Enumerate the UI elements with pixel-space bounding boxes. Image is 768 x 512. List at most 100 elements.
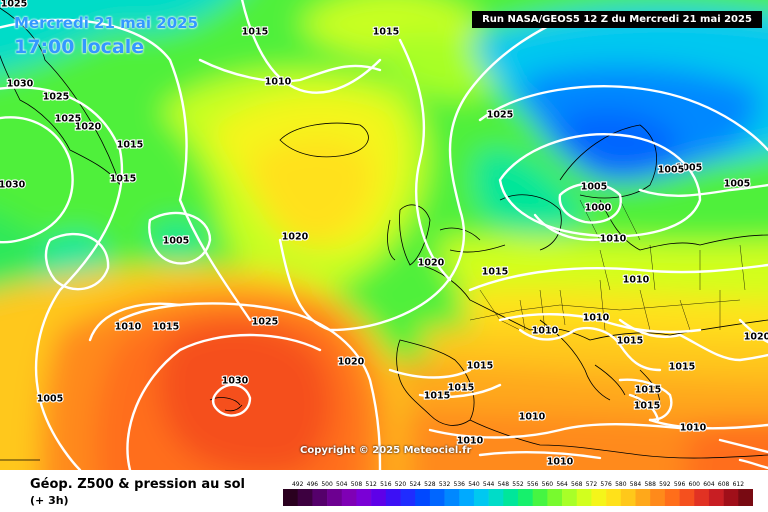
isobar-label: 1010: [583, 313, 610, 324]
isobar-label: 1010: [115, 322, 142, 333]
legend-tick-label: 508: [351, 481, 363, 488]
isobar-lines: [0, 0, 768, 470]
legend-swatch: [679, 489, 695, 506]
legend-swatch: [606, 489, 622, 506]
legend-swatch: [591, 489, 607, 506]
isobar-label: 1015: [635, 385, 661, 396]
isobar-label: 1020: [282, 232, 309, 243]
legend-swatch: [532, 489, 548, 506]
legend-tick-label: 568: [571, 481, 583, 488]
legend-swatch: [312, 489, 328, 506]
isobar-label: 1010: [457, 436, 484, 447]
isobar-label: 1000: [585, 203, 612, 214]
legend-swatch: [503, 489, 519, 506]
isobar-label: 1030: [7, 79, 34, 90]
legend-tick-label: 544: [483, 481, 495, 488]
isobar-label: 1015: [117, 140, 143, 151]
isobar-label: 1030: [222, 376, 249, 387]
legend-tick-label: 496: [307, 481, 319, 488]
isobar-label: 1010: [600, 234, 627, 245]
legend-tick-label: 528: [424, 481, 436, 488]
isobar-label: 1015: [448, 383, 474, 394]
legend-swatch: [429, 489, 445, 506]
legend-tick-label: 512: [365, 481, 377, 488]
legend-swatch: [327, 489, 343, 506]
legend-tick-label: 492: [292, 481, 304, 488]
isobar-label: 1005: [37, 394, 63, 405]
date-title: Mercredi 21 mai 2025: [14, 14, 199, 32]
legend-swatch: [400, 489, 416, 506]
isobar-label: 1010: [547, 457, 574, 468]
legend-tick-label: 608: [718, 481, 730, 488]
isobar-label: 1005: [581, 182, 607, 193]
legend-swatch: [723, 489, 739, 506]
legend-tick-label: 552: [512, 481, 524, 488]
isobar-label: 1025: [252, 317, 278, 328]
legend-swatch: [620, 489, 636, 506]
legend-tick-label: 600: [689, 481, 701, 488]
isobar-label: 1025: [43, 92, 69, 103]
legend-tick-label: 536: [454, 481, 466, 488]
legend-swatch: [371, 489, 387, 506]
legend-swatch: [738, 489, 753, 506]
forecast-step: (+ 3h): [30, 494, 69, 507]
legend-tick-label: 584: [630, 481, 642, 488]
legend-tick-label: 580: [615, 481, 627, 488]
isobar-label: 1015: [110, 174, 136, 185]
isobar-label: 1015: [634, 401, 660, 412]
legend-tick-label: 556: [527, 481, 539, 488]
legend-tick-label: 540: [468, 481, 480, 488]
color-scale-legend: 492 496 500 504 508 512 516 520 524 528 532 536 540 5…: [283, 481, 753, 506]
legend-tick-label: 596: [674, 481, 686, 488]
legend-swatch: [356, 489, 372, 506]
isobar-label: 1015: [669, 362, 695, 373]
legend-swatch: [562, 489, 578, 506]
legend-swatch: [283, 489, 298, 506]
isobar-label: 1005: [658, 165, 684, 176]
isobar-label: 1010: [519, 412, 546, 423]
legend-swatch: [708, 489, 724, 506]
legend-swatch: [664, 489, 680, 506]
legend-swatch: [694, 489, 710, 506]
legend-tick-label: 500: [321, 481, 333, 488]
run-info-banner: Run NASA/GEOS5 12 Z du Mercredi 21 mai 2…: [472, 11, 762, 28]
legend-swatch: [297, 489, 313, 506]
isobar-label: 1010: [680, 423, 707, 434]
isobar-label: 1010: [623, 275, 650, 286]
isobar-label: 1015: [153, 322, 179, 333]
geopotential-field: [0, 0, 768, 470]
legend-tick-label: 612: [733, 481, 745, 488]
legend-swatch: [650, 489, 666, 506]
isobar-label: 1020: [418, 258, 445, 269]
legend-tick-label: 516: [380, 481, 392, 488]
legend-tick-label: 560: [542, 481, 554, 488]
legend-swatch: [341, 489, 357, 506]
isobar-label: 1025: [55, 114, 81, 125]
legend-swatch: [547, 489, 563, 506]
legend-tick-label: 520: [395, 481, 407, 488]
legend-swatch: [576, 489, 592, 506]
legend-tick-label: 564: [556, 481, 568, 488]
isobar-label: 1010: [265, 77, 292, 88]
isobar-label: 1020: [75, 122, 102, 133]
isobar-label: 1005: [724, 179, 750, 190]
isobar-label: 1015: [467, 361, 493, 372]
isobar-label: 1015: [482, 267, 508, 278]
time-title: 17:00 locale: [14, 36, 145, 58]
legend-tick-label: 588: [644, 481, 656, 488]
legend-tick-label: 604: [703, 481, 715, 488]
isobar-label: 1010: [532, 326, 559, 337]
legend-swatch: [488, 489, 504, 506]
legend-tick-label: 592: [659, 481, 671, 488]
legend-swatch: [518, 489, 533, 506]
legend-swatch: [385, 489, 401, 506]
legend-swatch: [473, 489, 489, 506]
legend-swatch: [635, 489, 651, 506]
isobar-label: 1020: [744, 332, 768, 343]
field-title: Géop. Z500 & pression au sol: [30, 477, 245, 492]
legend-tick-label: 548: [498, 481, 510, 488]
legend-tick-label: 576: [600, 481, 612, 488]
copyright-text: Copyright © 2025 Meteociel.fr: [300, 445, 472, 456]
